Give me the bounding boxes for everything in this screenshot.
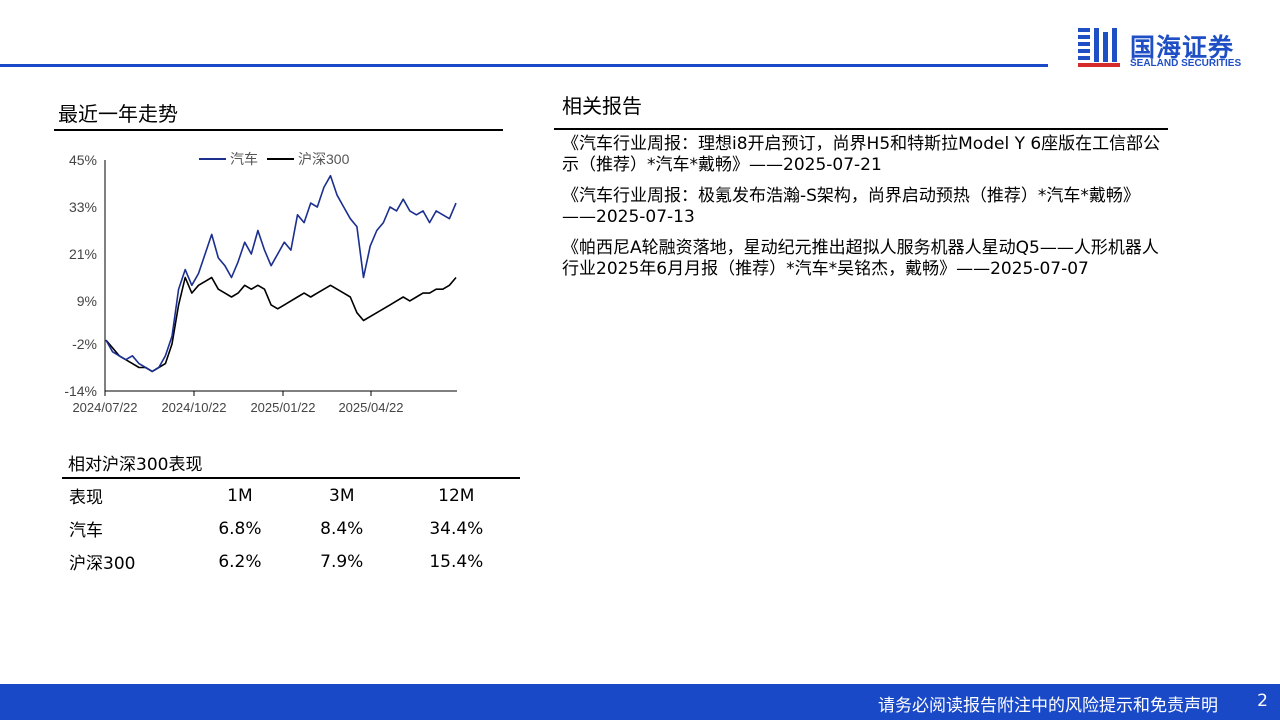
brand-name-cn: 国海证券 (1130, 33, 1235, 62)
table-cell: 6.8% (218, 518, 262, 539)
trend-chart-svg: 45%33%21%9%-2%-14% 2024/07/22 2024/10/22 2… (64, 151, 457, 415)
trend-title: 最近一年走势 (58, 102, 178, 126)
company-logo: 国海证券 SEALAND SECURITIES (1076, 26, 1256, 72)
y-tick-label: 9% (77, 293, 97, 309)
table-row: 汽车 6.8% 8.4% 34.4% (62, 512, 520, 545)
report-item[interactable]: 《汽车行业周报：极氪发布浩瀚-S架构，尚界启动预热（推荐）*汽车*戴畅》——20… (562, 186, 1140, 227)
header-rule (0, 64, 1048, 67)
y-tick-label: 33% (69, 199, 97, 215)
table-header-cell: 1M (227, 485, 253, 506)
series-line-auto (105, 174, 457, 373)
footer-bar: 请务必阅读报告附注中的风险提示和免责声明 2 (0, 684, 1280, 720)
table-cell: 沪深300 (69, 554, 136, 574)
table-header-cell: 12M (438, 485, 475, 506)
table-header-row: 表现 1M 3M 12M (62, 478, 520, 512)
trend-title-rule (54, 129, 503, 131)
table-cell: 6.2% (218, 551, 262, 572)
y-tick-label: -2% (72, 336, 97, 352)
performance-title: 相对沪深300表现 (68, 455, 203, 475)
table-cell: 8.4% (320, 518, 364, 539)
table-row: 沪深300 6.2% 7.9% 15.4% (62, 545, 520, 578)
legend-label-hs300: 沪深300 (298, 151, 350, 167)
reports-title: 相关报告 (562, 94, 642, 118)
sealand-logo-icon (1078, 28, 1120, 67)
table-cell: 汽车 (69, 521, 103, 541)
y-tick-group: 45% 33% 21% 9% -2% -14% (64, 152, 97, 399)
table-header-cell: 表现 (69, 488, 103, 508)
page-number: 2 (1257, 691, 1268, 711)
table-header-cell: 3M (329, 485, 355, 506)
y-tick-label: 45% (69, 152, 97, 168)
legend: 汽车 沪深300 (199, 151, 350, 167)
report-item[interactable]: 《帕西尼A轮融资落地，星动纪元推出超拟人服务机器人星动Q5——人形机器人行业20… (562, 238, 1159, 279)
disclaimer-text: 请务必阅读报告附注中的风险提示和免责声明 (878, 696, 1218, 716)
trend-chart: 45% 33% 21% 9% -2% -14% 2024/07/22 2024/10/22 2… (54, 140, 474, 430)
table-cell: 15.4% (429, 551, 484, 572)
x-tick-label: 2025/01/22 (250, 400, 315, 415)
brand-name-en: SEALAND SECURITIES (1130, 58, 1242, 69)
series-line-hs300 (105, 276, 457, 373)
report-list: 《汽车行业周报：理想i8开启预订，尚界H5和特斯拉Model Y 6座版在工信部… (562, 134, 1162, 290)
performance-table: 表现 1M 3M 12M 汽车 6.8% 8.4% 34.4% 沪深300 6.… (62, 477, 520, 578)
x-tick-label: 2024/07/22 (72, 400, 137, 415)
series-group (105, 174, 457, 373)
table-cell: 34.4% (429, 518, 484, 539)
reports-title-rule (554, 128, 1168, 130)
x-tick-label: 2024/10/22 (161, 400, 226, 415)
y-tick-label: -14% (64, 383, 97, 399)
y-tick-label: 21% (69, 246, 97, 262)
report-item[interactable]: 《汽车行业周报：理想i8开启预订，尚界H5和特斯拉Model Y 6座版在工信部… (562, 134, 1161, 175)
table-cell: 7.9% (320, 551, 364, 572)
x-tick-label: 2025/04/22 (338, 400, 403, 415)
legend-label-auto: 汽车 (230, 151, 258, 167)
x-tick-group: 2024/07/22 2024/10/22 2025/01/22 2025/04/22 (72, 391, 404, 415)
